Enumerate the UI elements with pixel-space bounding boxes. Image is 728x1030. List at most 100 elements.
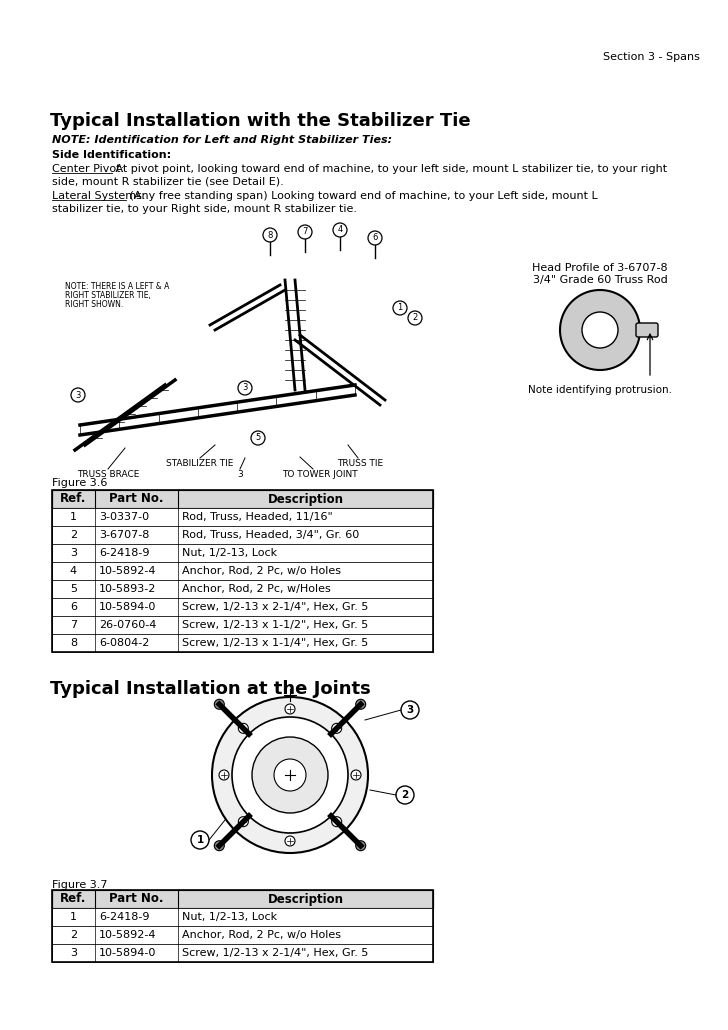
Circle shape (285, 836, 295, 846)
Circle shape (214, 699, 224, 710)
Text: RIGHT SHOWN.: RIGHT SHOWN. (65, 300, 123, 309)
Text: Rod, Truss, Headed, 3/4", Gr. 60: Rod, Truss, Headed, 3/4", Gr. 60 (182, 530, 359, 540)
Bar (52, 544, 433, 562)
Text: TO TOWER JOINT: TO TOWER JOINT (282, 470, 358, 479)
Circle shape (214, 840, 224, 851)
Text: 4: 4 (337, 226, 343, 235)
Text: 1: 1 (70, 512, 77, 522)
Circle shape (274, 759, 306, 791)
Text: 4: 4 (70, 566, 77, 576)
Text: Side Identification:: Side Identification: (52, 150, 171, 160)
Circle shape (356, 699, 365, 710)
Text: 1: 1 (397, 304, 403, 312)
Text: 6-2418-9: 6-2418-9 (99, 912, 149, 922)
Text: TRUSS BRACE: TRUSS BRACE (77, 470, 139, 479)
Text: Nut, 1/2-13, Lock: Nut, 1/2-13, Lock (182, 548, 277, 558)
Text: Screw, 1/2-13 x 2-1/4", Hex, Gr. 5: Screw, 1/2-13 x 2-1/4", Hex, Gr. 5 (182, 602, 368, 612)
Text: 6-2418-9: 6-2418-9 (99, 548, 149, 558)
Circle shape (252, 737, 328, 813)
Circle shape (285, 703, 295, 714)
Text: 3: 3 (242, 383, 248, 392)
Text: 7: 7 (70, 620, 77, 630)
Text: 8: 8 (70, 638, 77, 648)
Text: STABILIZER TIE: STABILIZER TIE (166, 459, 234, 468)
Text: Screw, 1/2-13 x 1-1/2", Hex, Gr. 5: Screw, 1/2-13 x 1-1/2", Hex, Gr. 5 (182, 620, 368, 630)
Bar (52, 508, 433, 526)
Text: Anchor, Rod, 2 Pc, w/Holes: Anchor, Rod, 2 Pc, w/Holes (182, 584, 331, 594)
Text: RIGHT STABILIZER TIE,: RIGHT STABILIZER TIE, (65, 291, 151, 300)
Text: (Any free standing span) Looking toward end of machine, to your Left side, mount: (Any free standing span) Looking toward … (126, 191, 598, 201)
Text: At pivot point, looking toward end of machine, to your left side, mount L stabil: At pivot point, looking toward end of ma… (112, 164, 667, 174)
Text: 10-5894-0: 10-5894-0 (99, 602, 157, 612)
Text: 3: 3 (406, 705, 414, 715)
Text: 3: 3 (70, 948, 77, 958)
Text: 2: 2 (401, 790, 408, 800)
Circle shape (238, 723, 248, 733)
Text: 5: 5 (70, 584, 77, 594)
Text: Screw, 1/2-13 x 1-1/4", Hex, Gr. 5: Screw, 1/2-13 x 1-1/4", Hex, Gr. 5 (182, 638, 368, 648)
Circle shape (351, 770, 361, 780)
Text: 6-0804-2: 6-0804-2 (99, 638, 149, 648)
Text: 10-5894-0: 10-5894-0 (99, 948, 157, 958)
Bar (52, 890, 433, 908)
Circle shape (332, 723, 341, 733)
Text: 26-0760-4: 26-0760-4 (99, 620, 157, 630)
Bar (52, 926, 433, 945)
Text: Description: Description (267, 492, 344, 506)
Bar (52, 890, 433, 962)
Bar (52, 616, 433, 634)
Text: Anchor, Rod, 2 Pc, w/o Holes: Anchor, Rod, 2 Pc, w/o Holes (182, 566, 341, 576)
Text: Ref.: Ref. (60, 893, 87, 905)
Text: Nut, 1/2-13, Lock: Nut, 1/2-13, Lock (182, 912, 277, 922)
Text: Figure 3.6: Figure 3.6 (52, 478, 107, 488)
Bar (52, 908, 433, 926)
Circle shape (582, 312, 618, 348)
Text: 3: 3 (70, 548, 77, 558)
Text: TRUSS TIE: TRUSS TIE (337, 459, 383, 468)
Circle shape (332, 817, 341, 827)
Text: 2: 2 (70, 930, 77, 940)
Text: 3-6707-8: 3-6707-8 (99, 530, 149, 540)
Text: 7: 7 (302, 228, 308, 237)
Circle shape (356, 840, 365, 851)
Text: 2: 2 (412, 313, 418, 322)
Text: Note identifying protrusion.: Note identifying protrusion. (528, 385, 672, 394)
Circle shape (560, 290, 640, 370)
Text: Figure 3.7: Figure 3.7 (52, 880, 108, 890)
Text: Typical Installation with the Stabilizer Tie: Typical Installation with the Stabilizer… (50, 112, 470, 130)
Text: Lateral Systems:: Lateral Systems: (52, 191, 146, 201)
Bar (52, 945, 433, 962)
Text: NOTE: THERE IS A LEFT & A: NOTE: THERE IS A LEFT & A (65, 282, 170, 291)
Circle shape (238, 817, 248, 827)
Text: NOTE: Identification for Left and Right Stabilizer Ties:: NOTE: Identification for Left and Right … (52, 135, 392, 145)
Text: 6: 6 (70, 602, 77, 612)
Text: 6: 6 (372, 234, 378, 242)
Text: 10-5892-4: 10-5892-4 (99, 566, 157, 576)
Text: 1: 1 (70, 912, 77, 922)
Bar (52, 562, 433, 580)
Text: 5: 5 (256, 434, 261, 443)
Circle shape (232, 717, 348, 833)
Text: stabilizer tie, to your Right side, mount R stabilizer tie.: stabilizer tie, to your Right side, moun… (52, 204, 357, 214)
Text: 3: 3 (75, 390, 81, 400)
Text: Screw, 1/2-13 x 2-1/4", Hex, Gr. 5: Screw, 1/2-13 x 2-1/4", Hex, Gr. 5 (182, 948, 368, 958)
Bar (52, 526, 433, 544)
Circle shape (212, 697, 368, 853)
Circle shape (219, 770, 229, 780)
Bar (52, 580, 433, 598)
Text: Center Pivot:: Center Pivot: (52, 164, 124, 174)
Text: Section 3 - Spans: Section 3 - Spans (603, 52, 700, 62)
Text: 3-0337-0: 3-0337-0 (99, 512, 149, 522)
Text: Part No.: Part No. (109, 492, 164, 506)
Text: 2: 2 (70, 530, 77, 540)
Text: 1: 1 (197, 835, 204, 845)
Text: Head Profile of 3-6707-8: Head Profile of 3-6707-8 (532, 263, 668, 273)
Bar (52, 490, 433, 508)
Text: Rod, Truss, Headed, 11/16": Rod, Truss, Headed, 11/16" (182, 512, 333, 522)
Text: 10-5892-4: 10-5892-4 (99, 930, 157, 940)
Text: side, mount R stabilizer tie (see Detail E).: side, mount R stabilizer tie (see Detail… (52, 177, 284, 187)
FancyBboxPatch shape (636, 323, 658, 337)
Bar (52, 490, 433, 652)
Bar (52, 598, 433, 616)
Text: Anchor, Rod, 2 Pc, w/o Holes: Anchor, Rod, 2 Pc, w/o Holes (182, 930, 341, 940)
